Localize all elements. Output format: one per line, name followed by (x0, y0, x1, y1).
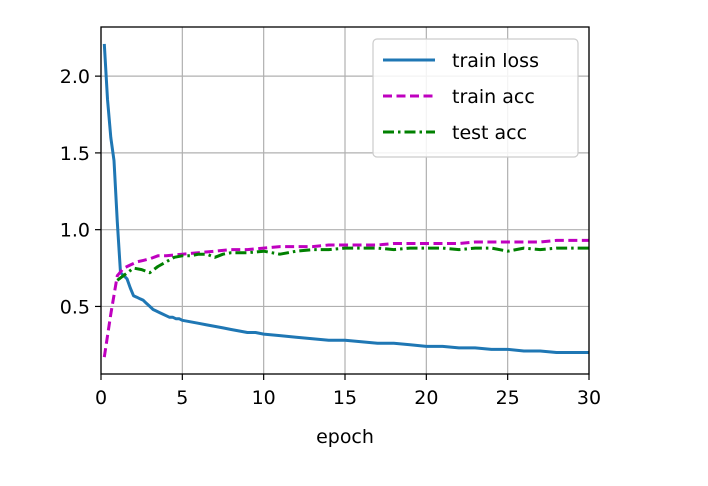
y-tick-label: 1.5 (60, 143, 90, 165)
legend-label: train acc (452, 86, 535, 108)
x-tick-label: 20 (414, 387, 438, 409)
x-tick-label: 25 (496, 387, 520, 409)
x-tick-label: 15 (333, 387, 357, 409)
series-line-train-acc (102, 238, 589, 358)
series-line-test-acc (116, 246, 589, 282)
x-tick-label: 0 (95, 387, 107, 409)
x-tick-label: 30 (577, 387, 601, 409)
legend-label: test acc (452, 122, 527, 144)
x-tick-label: 5 (176, 387, 188, 409)
series-lines (102, 43, 589, 358)
x-tick-label: 10 (252, 387, 276, 409)
legend: train loss train acc test acc (372, 38, 579, 158)
axis-ticks: 0 5 10 15 20 25 30 0.5 1.0 1.5 2.0 (60, 66, 601, 409)
x-axis-label: epoch (316, 426, 374, 448)
legend-label: train loss (452, 50, 539, 72)
y-tick-label: 2.0 (60, 66, 90, 88)
legend-box (372, 38, 579, 158)
y-tick-label: 1.0 (60, 220, 90, 242)
y-tick-label: 0.5 (60, 296, 90, 318)
series-line-train-loss (102, 43, 589, 354)
